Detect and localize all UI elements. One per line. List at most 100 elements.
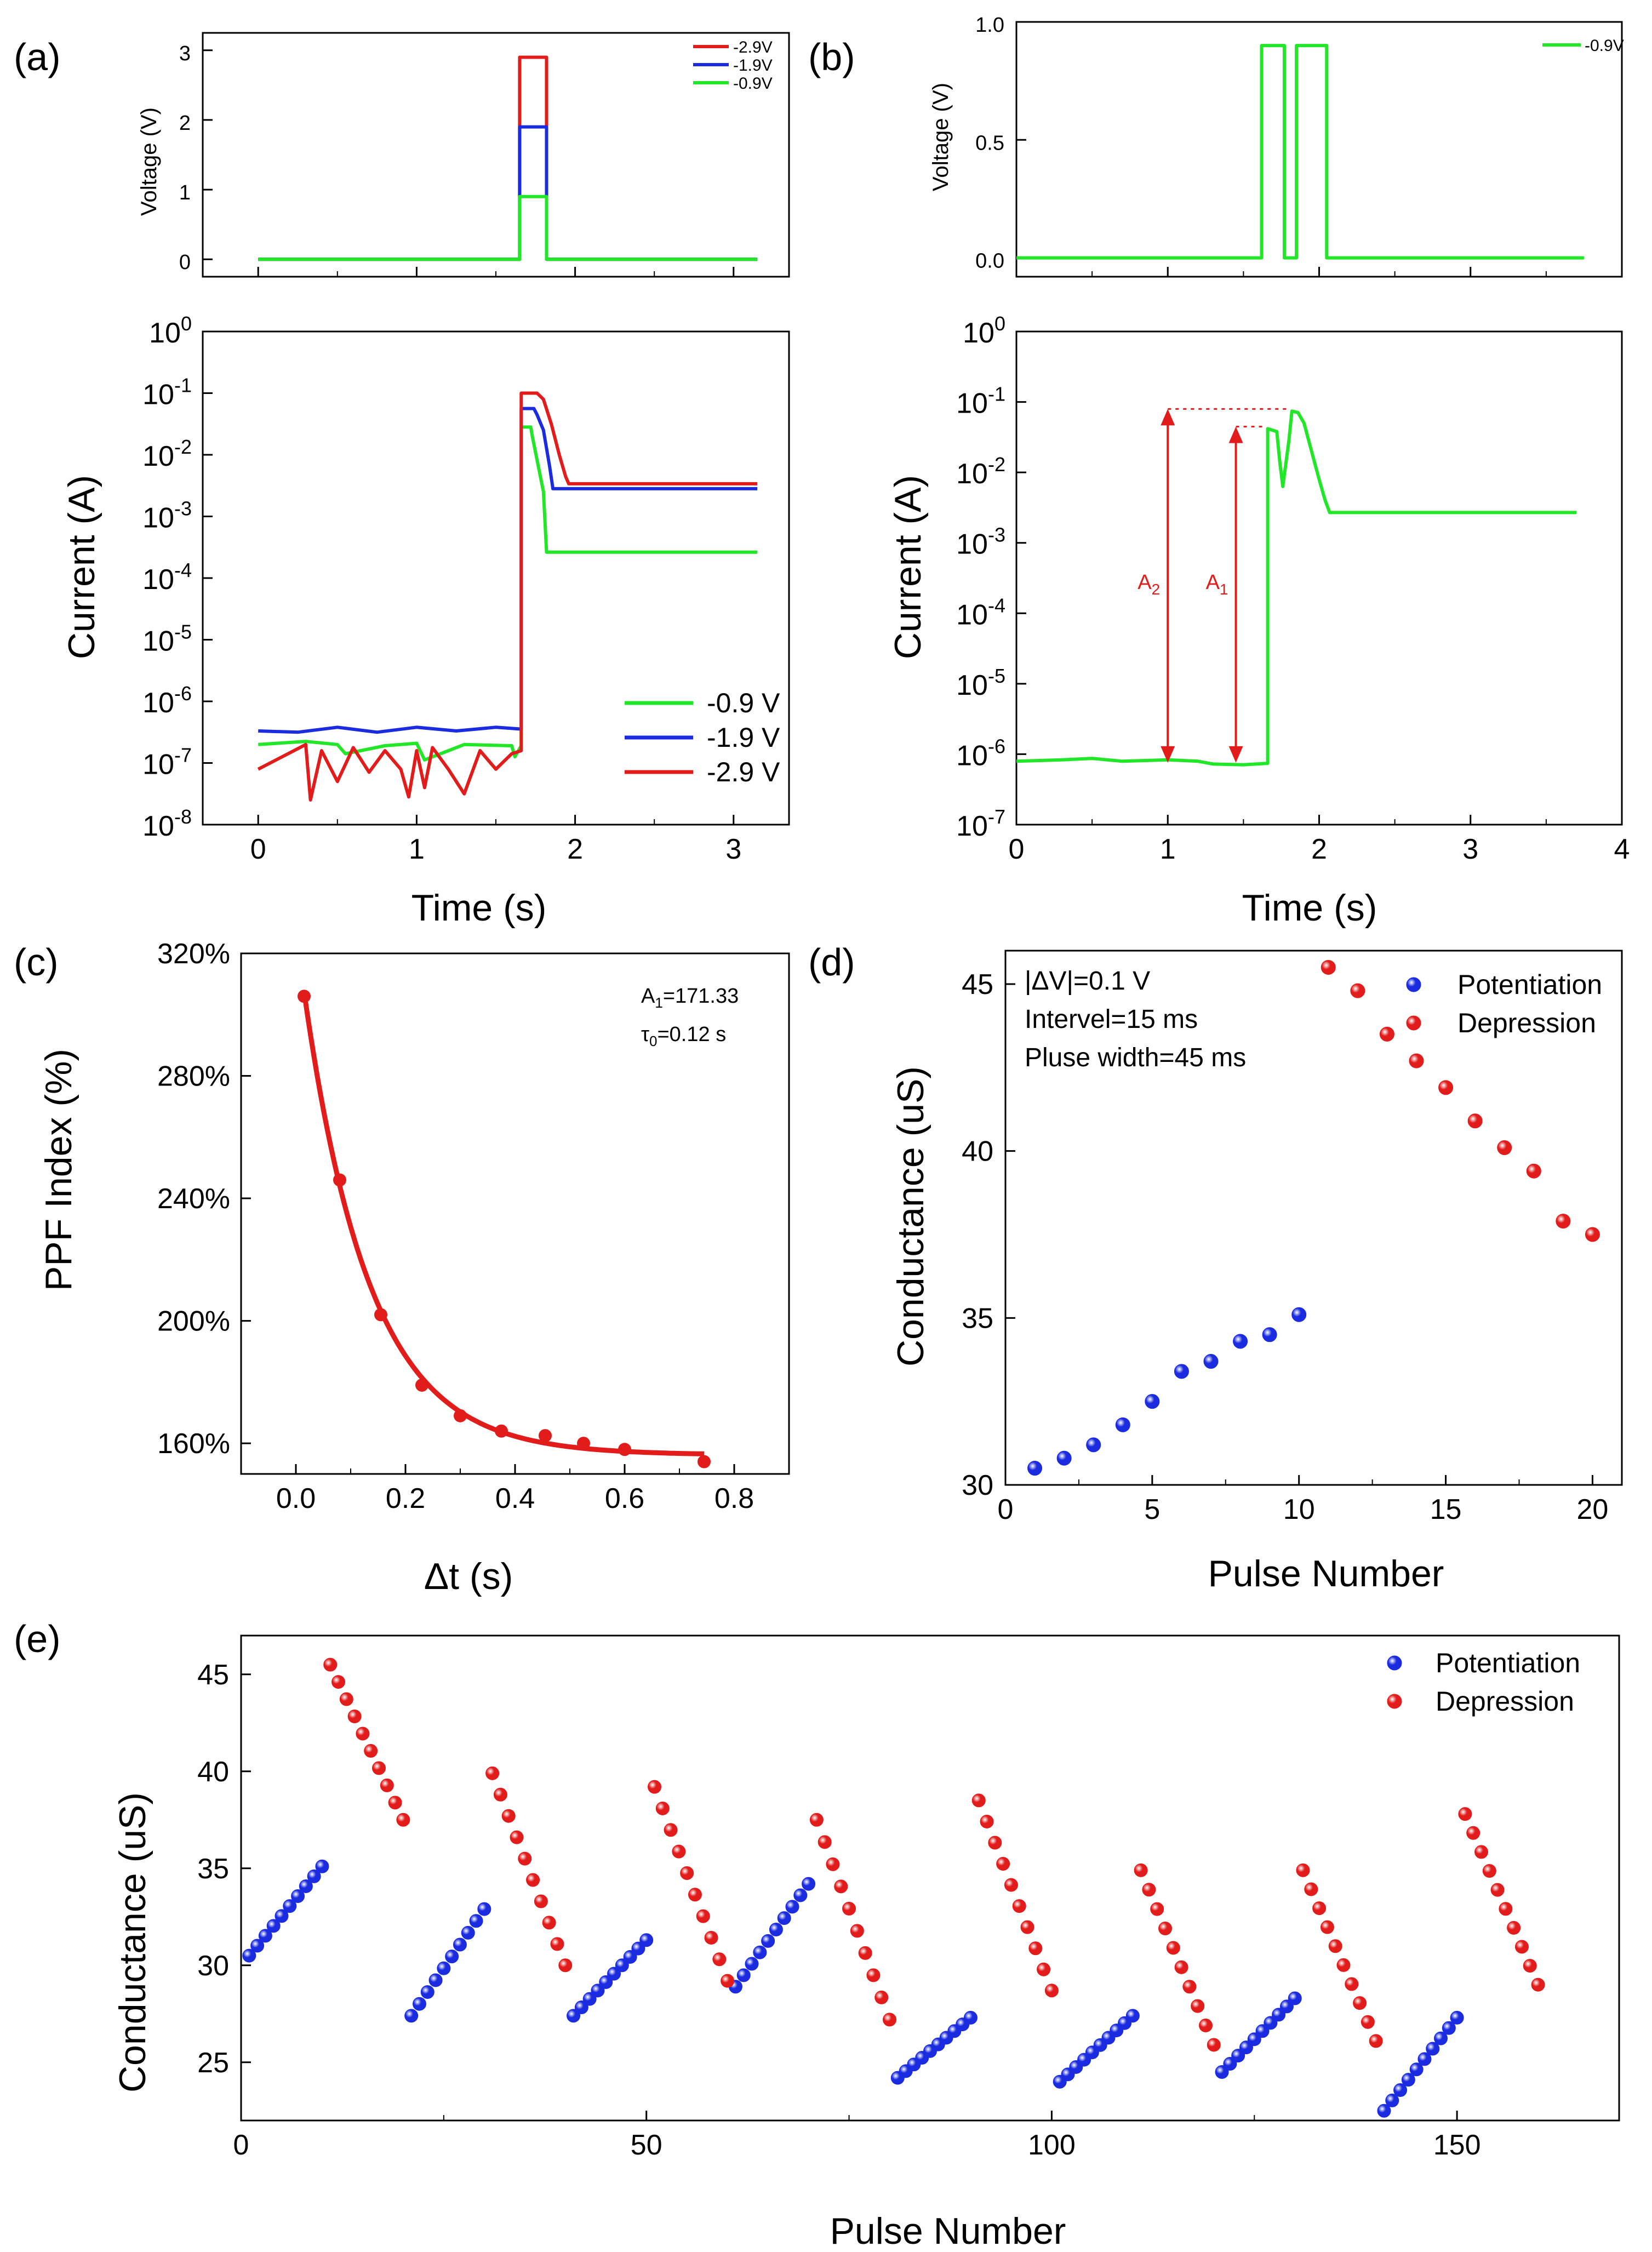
e-depression-point	[1020, 1920, 1034, 1934]
e-depression-point	[1134, 1863, 1148, 1877]
b-current-xtick-label: 2	[1311, 833, 1327, 865]
a-current-ytick-label: 10-7	[142, 744, 192, 781]
e-xlabel: Pulse Number	[830, 2210, 1066, 2252]
d-ytick-label: 40	[962, 1136, 993, 1168]
e-potentiation-point	[1434, 2031, 1448, 2045]
d-ytick-label: 45	[962, 969, 993, 1001]
e-depression-point	[971, 1793, 986, 1808]
e-depression-point	[347, 1710, 362, 1723]
c-xtick-label: 0.4	[495, 1483, 535, 1514]
e-potentiation-point	[1255, 2024, 1270, 2038]
e-depression-point	[1320, 1920, 1334, 1934]
c-ytick-label: 200%	[157, 1306, 230, 1338]
e-potentiation-point	[599, 1975, 613, 1989]
b-current-ytick-label: 10-5	[956, 665, 1005, 701]
a-current-ytick-label: 10-8	[142, 805, 192, 842]
chart-d-conductance: 0 5 10 15 20 30 35 40 45 |ΔV|=0.1 V Intervel=15 ms…	[962, 950, 1623, 1525]
e-depression-point	[323, 1657, 338, 1672]
a-current-xlabel: Time (s)	[411, 887, 547, 929]
e-potentiation-point	[1264, 2016, 1278, 2030]
d-legend-label: Depression	[1457, 1008, 1596, 1038]
e-depression-point	[1012, 1899, 1026, 1913]
e-potentiation-point	[574, 2000, 588, 2014]
e-depression-point	[1004, 1878, 1018, 1892]
e-potentiation-point	[1385, 2093, 1399, 2107]
e-depression-point	[1174, 1960, 1188, 1974]
a-voltage-ytick-label: 2	[179, 112, 191, 135]
d-xtick-label: 15	[1430, 1494, 1462, 1525]
e-depression-point	[648, 1780, 661, 1794]
e-depression-point	[1150, 1902, 1164, 1916]
e-depression-point	[493, 1787, 507, 1802]
d-data-point	[1174, 1364, 1189, 1379]
chart-c-ppf: 0.0 0.2 0.4 0.6 0.8 160% 200% 240% 280% 320% A1=17…	[157, 938, 790, 1514]
e-potentiation-point	[291, 1889, 305, 1904]
a-current-ytick-label: 10-4	[142, 559, 192, 596]
b-a1-label: A1	[1206, 571, 1228, 598]
c-data-point	[577, 1437, 590, 1450]
d-data-point	[1379, 1026, 1394, 1042]
e-depression-point	[1312, 1901, 1327, 1916]
e-depression-point	[1474, 1845, 1488, 1859]
e-depression-point	[1353, 1996, 1367, 2010]
c-data-point	[454, 1409, 467, 1422]
e-potentiation-point	[1231, 2049, 1245, 2063]
e-depression-point	[534, 1894, 548, 1908]
e-frame	[240, 1634, 1620, 2122]
e-potentiation-point	[315, 1859, 329, 1873]
panel-label-c: (c)	[14, 941, 59, 984]
e-potentiation-point	[1450, 2010, 1464, 2025]
e-potentiation-point	[299, 1879, 313, 1893]
b-current-ytick-label: 10-1	[956, 383, 1005, 420]
e-potentiation-point	[275, 1909, 289, 1923]
e-depression-point	[834, 1879, 848, 1894]
e-potentiation-point	[477, 1902, 491, 1916]
d-data-point	[1115, 1417, 1130, 1432]
d-data-point	[1145, 1394, 1160, 1409]
a-voltage-ytick-label: 3	[179, 42, 191, 65]
b-voltage-ytick-label: 0.5	[975, 132, 1004, 155]
e-depression-point	[485, 1766, 500, 1780]
e-ylabel: Conductance (uS)	[112, 1792, 153, 2093]
b-voltage-ytick-label: 0.0	[975, 250, 1004, 273]
e-depression-point	[688, 1888, 702, 1902]
e-ytick-label: 30	[197, 1950, 229, 1982]
e-depression-point	[1458, 1807, 1472, 1821]
e-depression-point	[842, 1901, 856, 1916]
e-depression-point	[988, 1836, 1002, 1850]
b-a1-arrow-head-top	[1228, 426, 1243, 443]
c-data-point	[495, 1424, 508, 1438]
e-depression-point	[1466, 1826, 1480, 1840]
d-xtick-label: 5	[1144, 1494, 1160, 1525]
a-current-xtick-label: 1	[409, 833, 425, 865]
d-xlabel: Pulse Number	[1208, 1553, 1444, 1594]
e-potentiation-point	[639, 1933, 654, 1947]
d-annotation-line: Intervel=15 ms	[1025, 1005, 1198, 1034]
a-current-xtick-label: 2	[567, 833, 583, 865]
e-depression-point	[542, 1916, 556, 1930]
e-depression-point	[339, 1692, 353, 1706]
a-voltage-line	[258, 195, 758, 261]
b-a2-arrow-head-bottom	[1161, 746, 1175, 763]
e-ytick-label: 25	[197, 2047, 229, 2079]
e-depression-point	[672, 1844, 686, 1859]
d-data-point	[1526, 1163, 1541, 1179]
d-ylabel: Conductance (uS)	[890, 1066, 931, 1367]
e-depression-point	[712, 1952, 727, 1967]
c-tau-annotation: τ0=0.12 s	[641, 1023, 726, 1049]
e-potentiation-point	[769, 1923, 783, 1937]
d-data-point	[1233, 1334, 1248, 1349]
d-legend-label: Potentiation	[1457, 969, 1602, 1000]
b-a2-label: A2	[1137, 571, 1160, 598]
b-current-ylabel: Current (A)	[887, 475, 929, 659]
panel-label-d: (d)	[808, 941, 855, 984]
a-voltage-ytick-label: 0	[179, 251, 191, 274]
e-depression-point	[1037, 1962, 1051, 1976]
e-depression-point	[1191, 1999, 1205, 2013]
b-current-ytick-label: 10-4	[956, 594, 1005, 631]
d-data-point	[1086, 1437, 1101, 1453]
e-potentiation-point	[963, 2010, 978, 2025]
e-depression-point	[1345, 1977, 1359, 1991]
